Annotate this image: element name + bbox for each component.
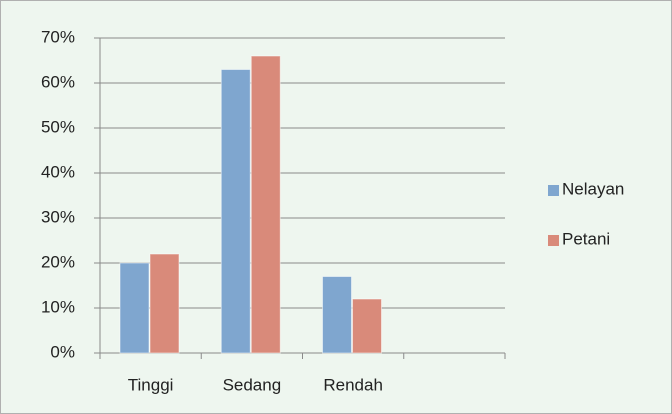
y-tick-label: 40% bbox=[41, 162, 75, 181]
legend-swatch bbox=[548, 185, 559, 196]
bar bbox=[120, 263, 149, 353]
x-tick-label: Sedang bbox=[223, 375, 282, 394]
y-tick-label: 60% bbox=[41, 72, 75, 91]
bar bbox=[251, 56, 280, 353]
bar bbox=[150, 254, 179, 353]
legend-label: Nelayan bbox=[562, 179, 624, 198]
page: 0% 10% 20% 30% 40% 50% 60% 70% Tinggi Sedang Renda… bbox=[0, 0, 672, 414]
bar bbox=[353, 299, 382, 353]
legend-label: Petani bbox=[562, 229, 610, 248]
bar bbox=[221, 70, 250, 354]
x-tick-label: Rendah bbox=[323, 375, 383, 394]
legend-swatch bbox=[548, 235, 559, 246]
y-tick-label: 50% bbox=[41, 117, 75, 136]
bar bbox=[323, 277, 352, 354]
y-tick-label: 70% bbox=[41, 27, 75, 46]
y-tick-label: 10% bbox=[41, 297, 75, 316]
y-tick-label: 30% bbox=[41, 207, 75, 226]
x-tick-label: Tinggi bbox=[128, 375, 174, 394]
chart: 0% 10% 20% 30% 40% 50% 60% 70% Tinggi Sedang Renda… bbox=[0, 0, 672, 414]
y-tick-label: 20% bbox=[41, 252, 75, 271]
y-tick-label: 0% bbox=[50, 342, 75, 361]
